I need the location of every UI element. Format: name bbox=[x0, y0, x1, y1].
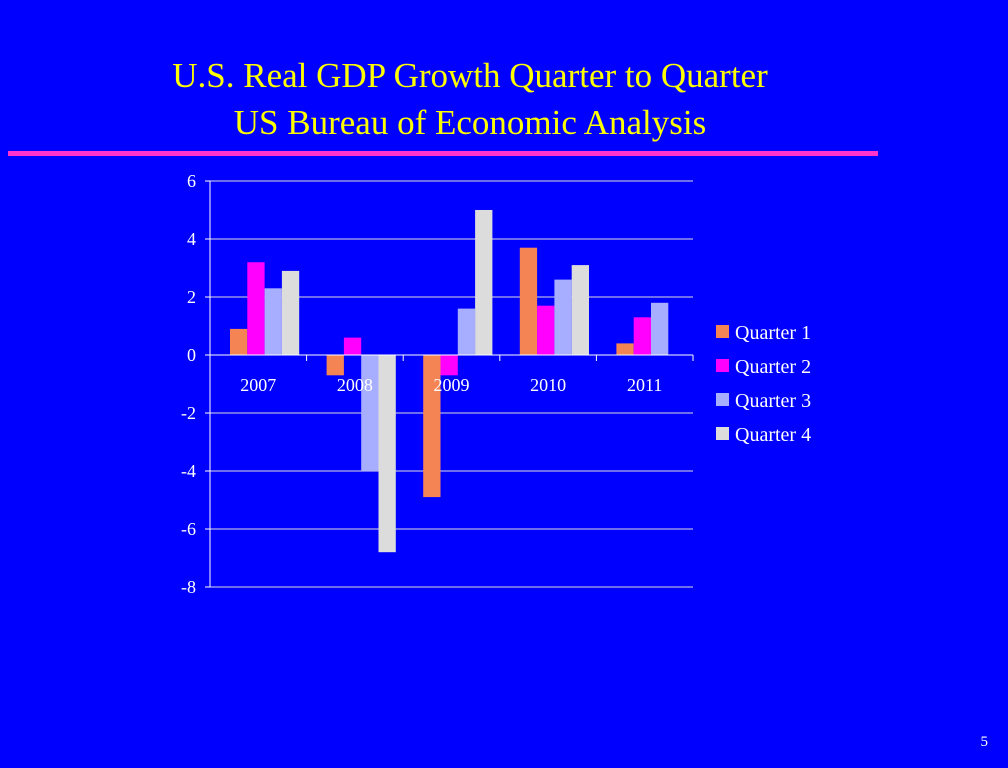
y-tick-label: -2 bbox=[181, 403, 196, 423]
bar-quarter-1-2009 bbox=[423, 355, 441, 498]
slide-title: U.S. Real GDP Growth Quarter to Quarter … bbox=[0, 52, 940, 146]
legend-swatch-quarter-4 bbox=[716, 427, 729, 440]
y-tick-label: -8 bbox=[181, 577, 196, 597]
title-line-1: U.S. Real GDP Growth Quarter to Quarter bbox=[172, 56, 768, 95]
y-tick-label: 6 bbox=[187, 171, 196, 191]
bar-quarter-2-2010 bbox=[537, 305, 555, 355]
bar-quarter-1-2007 bbox=[230, 328, 248, 355]
y-tick-label: 4 bbox=[187, 229, 196, 249]
x-tick-label: 2008 bbox=[337, 375, 373, 395]
slide-number: 5 bbox=[980, 734, 989, 750]
x-tick-label: 2010 bbox=[530, 375, 566, 395]
bar-quarter-3-2011 bbox=[651, 302, 669, 355]
title-rule bbox=[8, 151, 878, 156]
bar-quarter-1-2011 bbox=[616, 343, 634, 355]
axis-layer bbox=[205, 180, 694, 588]
legend-swatch-quarter-1 bbox=[716, 325, 729, 338]
bar-quarter-2-2009 bbox=[440, 355, 458, 376]
bar-quarter-2-2007 bbox=[247, 262, 265, 355]
bar-quarter-4-2008 bbox=[378, 355, 396, 553]
y-tick-label: -4 bbox=[181, 461, 196, 481]
bar-quarter-3-2009 bbox=[457, 308, 476, 355]
bar-quarter-1-2010 bbox=[519, 247, 538, 355]
bar-quarter-2-2011 bbox=[633, 317, 651, 355]
x-tick-label: 2009 bbox=[434, 375, 470, 395]
legend: Quarter 1 Quarter 2 Quarter 3 Quarter 4 bbox=[716, 322, 811, 446]
legend-swatch-quarter-3 bbox=[716, 393, 729, 406]
y-tick-label: 2 bbox=[187, 287, 196, 307]
x-tick-label: 2011 bbox=[627, 375, 662, 395]
legend-label-quarter-2: Quarter 2 bbox=[735, 356, 811, 378]
legend-swatch-quarter-2 bbox=[716, 359, 729, 372]
y-tick-label: 0 bbox=[187, 345, 196, 365]
label-layer: 6 4 2 0 -2 -4 -6 -8 2007 2008 2009 2010 2011 bbox=[181, 171, 662, 597]
bar-quarter-4-2010 bbox=[571, 265, 589, 355]
y-tick-label: -6 bbox=[181, 519, 196, 539]
bar-quarter-3-2007 bbox=[264, 288, 282, 355]
bar-quarter-4-2009 bbox=[475, 210, 493, 355]
bar-quarter-4-2007 bbox=[281, 270, 300, 355]
legend-label-quarter-1: Quarter 1 bbox=[735, 322, 811, 344]
x-tick-label: 2007 bbox=[240, 375, 276, 395]
legend-label-quarter-3: Quarter 3 bbox=[735, 390, 811, 412]
bar-layer bbox=[230, 210, 669, 553]
bar-quarter-1-2008 bbox=[326, 355, 344, 376]
bar-quarter-3-2008 bbox=[361, 355, 379, 471]
title-line-2: US Bureau of Economic Analysis bbox=[233, 103, 707, 142]
legend-label-quarter-4: Quarter 4 bbox=[735, 424, 811, 446]
bar-quarter-3-2010 bbox=[554, 279, 572, 355]
bar-quarter-2-2008 bbox=[343, 337, 362, 355]
